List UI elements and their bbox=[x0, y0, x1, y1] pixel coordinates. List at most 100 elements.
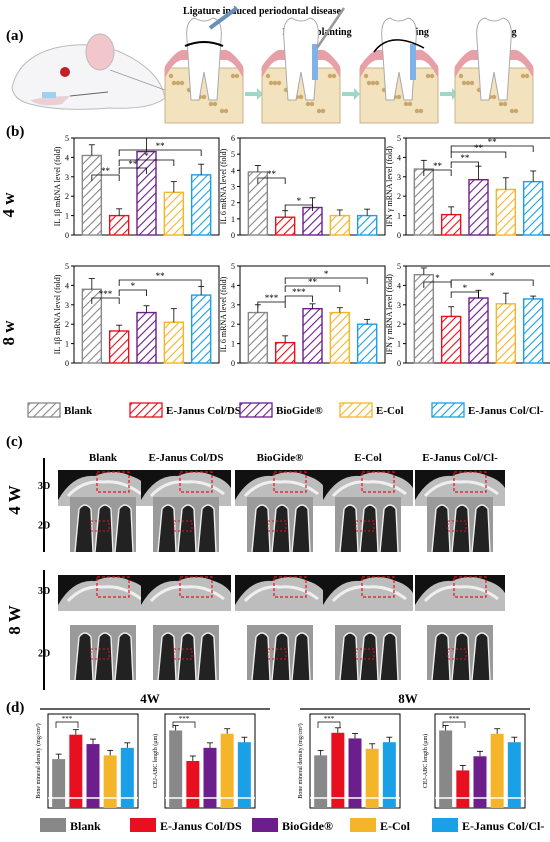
panel-d-chart-3: Bone mineral density (mg/cm³) *** bbox=[297, 713, 401, 809]
legend-label: BioGide® bbox=[276, 405, 323, 417]
ct-image-r3-c2 bbox=[141, 575, 231, 611]
roi-box bbox=[173, 648, 193, 660]
panel-a: (a) Ligature induced periodontal disease… bbox=[6, 6, 534, 124]
bar-E-Janus Col/DS bbox=[186, 761, 200, 808]
legend-swatch bbox=[431, 402, 465, 418]
bar-E-Janus Col/Cl- bbox=[190, 294, 212, 364]
y-tick-label: 2 bbox=[231, 320, 235, 329]
ct-image-r2-c2 bbox=[153, 497, 219, 553]
column-header-4: E-Col bbox=[354, 452, 382, 464]
y-axis-label: IL 6 mRNA level (fold) bbox=[219, 276, 228, 352]
bar-BioGide® bbox=[302, 206, 323, 236]
roi-box bbox=[355, 648, 375, 660]
sig-bracket bbox=[91, 297, 120, 304]
bar-BioGide® bbox=[468, 179, 489, 236]
sig-mark: * bbox=[131, 281, 136, 291]
legend-label: E-Janus Col/DS bbox=[166, 405, 241, 417]
header-4W: 4W bbox=[140, 691, 160, 706]
y-tick-label: 3 bbox=[65, 301, 69, 310]
y-tick-label: 5 bbox=[65, 134, 69, 143]
sig-mark: ** bbox=[267, 169, 277, 179]
sig-mark: ** bbox=[156, 271, 166, 281]
ct-image-r3-c1 bbox=[58, 575, 148, 611]
y-tick-label: 1 bbox=[231, 340, 235, 349]
panel-d-legend-item-4: E-Col bbox=[350, 818, 411, 833]
y-axis-label: CEJ-ABC length (μm) bbox=[422, 734, 429, 788]
ct-image-r4-c2 bbox=[153, 625, 219, 681]
bar-E-Col bbox=[220, 733, 234, 808]
row-label-8W: 8 W bbox=[5, 605, 24, 634]
y-tick-label: 0 bbox=[65, 231, 69, 240]
legend-item-4: E-Col bbox=[339, 402, 404, 418]
y-tick-label: 4 bbox=[397, 153, 401, 162]
bar-BioGide® bbox=[136, 150, 157, 236]
roi-box bbox=[447, 648, 467, 660]
y-tick-label: 0 bbox=[231, 231, 235, 240]
y-tick-label: 4 bbox=[231, 166, 235, 175]
column-header-2: E-Janus Col/DS bbox=[149, 452, 224, 464]
bar-E-Janus Col/Cl- bbox=[522, 180, 544, 236]
y-tick-label: 1 bbox=[65, 212, 69, 221]
panel-d-chart-2: CEJ-ABC length (μm) *** bbox=[152, 713, 256, 809]
y-tick-label: 0 bbox=[231, 359, 235, 368]
flow-arrow bbox=[342, 88, 360, 100]
sig-mark: * bbox=[490, 271, 495, 281]
bar-E-Janus Col/DS bbox=[440, 315, 462, 364]
sig-bracket bbox=[118, 149, 202, 156]
ct-image-r4-c4 bbox=[335, 625, 401, 681]
legend-label: BioGide® bbox=[282, 819, 333, 833]
bar-E-Janus Col/DS bbox=[456, 770, 470, 808]
sig-mark: *** bbox=[62, 715, 73, 723]
bar-E-Col bbox=[103, 755, 117, 808]
sig-bracket bbox=[257, 177, 286, 184]
sig-bracket bbox=[450, 151, 507, 158]
sig-mark: *** bbox=[99, 289, 113, 299]
legend-label: E-Janus Col/Cl- bbox=[468, 405, 544, 417]
legend-item-1: Blank bbox=[27, 402, 93, 418]
bar-E-Col bbox=[329, 214, 351, 236]
panel-d-label: (d) bbox=[6, 700, 24, 716]
ct-image-r3-c5 bbox=[415, 575, 505, 611]
sig-bracket bbox=[284, 285, 341, 292]
bar-E-Col bbox=[490, 733, 504, 808]
bar-E-Janus Col/Cl- bbox=[356, 214, 378, 236]
bar-E-Col bbox=[329, 311, 351, 364]
tooth-step-3 bbox=[359, 17, 458, 124]
roi-box bbox=[267, 520, 287, 532]
roi-box bbox=[453, 471, 487, 493]
y-axis-label: IFN γ mRNA level (fold) bbox=[385, 274, 394, 355]
bar-E-Janus Col/DS bbox=[331, 732, 345, 808]
sig-mark: ** bbox=[308, 277, 318, 287]
legend-swatch bbox=[27, 402, 61, 418]
ct-image-r4-c5 bbox=[427, 625, 493, 681]
flow-arrow bbox=[245, 88, 263, 100]
sig-mark: * bbox=[435, 273, 440, 283]
y-tick-label: 5 bbox=[231, 262, 235, 271]
bar-BioGide® bbox=[473, 756, 487, 808]
y-axis-label: IFN γ mRNA level (fold) bbox=[385, 146, 394, 227]
sig-mark: *** bbox=[179, 715, 190, 723]
legend-item-3: BioGide® bbox=[239, 402, 323, 418]
panel-a-label: (a) bbox=[6, 28, 24, 44]
sig-bracket bbox=[450, 145, 534, 152]
legend-swatch bbox=[252, 818, 278, 832]
panel-b-label: (b) bbox=[6, 124, 24, 140]
y-tick-label: 3 bbox=[231, 301, 235, 310]
panel-c: (c) Blank E-Janus Col/DS BioGide® E-Col E-Ja… bbox=[5, 434, 505, 690]
sig-mark: * bbox=[324, 269, 329, 279]
legend-swatch bbox=[40, 818, 66, 832]
bar-Blank bbox=[314, 755, 328, 808]
bar-E-Col bbox=[163, 191, 185, 236]
ct-image-r2-c1 bbox=[70, 497, 136, 553]
sig-bracket bbox=[442, 721, 466, 728]
roi-box bbox=[355, 520, 375, 532]
y-tick-label: 6 bbox=[231, 134, 235, 143]
y-axis-label: IL 1β mRNA level (fold) bbox=[53, 146, 62, 226]
y-tick-label: 0 bbox=[65, 359, 69, 368]
y-tick-label: 1 bbox=[397, 340, 401, 349]
bar-E-Janus Col/Cl- bbox=[507, 742, 521, 808]
header-8W: 8W bbox=[398, 691, 418, 706]
